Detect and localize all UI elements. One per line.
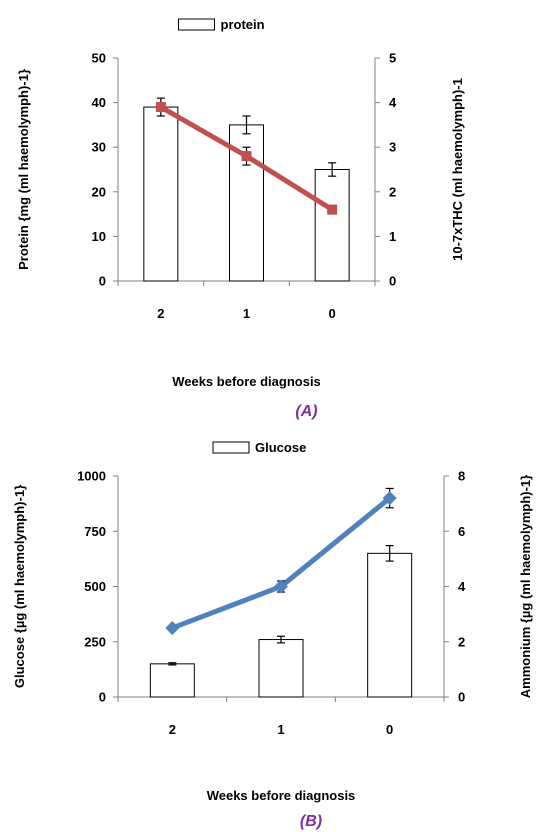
y-right-tick-label: 5 — [389, 51, 396, 66]
panel-label: (A) — [295, 403, 317, 420]
y-axis-label: Protein {mg (ml haemolymph)-1} — [16, 69, 31, 270]
panel-label: (B) — [300, 813, 322, 830]
y-tick-label: 20 — [92, 184, 106, 199]
y-right-tick-label: 2 — [389, 184, 396, 199]
y-tick-label: 1000 — [77, 469, 106, 484]
y-tick-label: 500 — [84, 579, 106, 594]
line-marker — [382, 491, 397, 506]
x-tick-label: 0 — [329, 306, 336, 321]
y-tick-label: 30 — [92, 140, 106, 155]
y-tick-label: 750 — [84, 524, 106, 539]
y-axis-right-label: 10-7xTHC (ml haemolymph)-1 — [450, 78, 465, 261]
y-right-tick-label: 1 — [389, 229, 396, 244]
x-tick-label: 1 — [243, 306, 250, 321]
y-right-tick-label: 0 — [389, 274, 396, 289]
y-axis-right-label: Ammonium {µg (ml haemolymph)-1} — [518, 475, 533, 698]
bar — [258, 639, 304, 698]
line-marker — [274, 579, 288, 594]
chart-panel-b: 0 250 500 750 1000 0 2 4 6 8 2 1 0 Glucose Glucose {µg… — [12, 440, 533, 830]
y-right-tick-label: 2 — [458, 634, 465, 649]
y-tick-label: 40 — [92, 95, 106, 110]
line-marker — [155, 102, 166, 113]
bar — [314, 169, 350, 282]
legend-swatch — [212, 441, 250, 454]
x-axis-label: Weeks before diagnosis — [207, 788, 356, 803]
y-tick-label: 0 — [99, 690, 106, 705]
y-right-tick-label: 4 — [458, 579, 466, 594]
y-right-tick-label: 4 — [389, 95, 397, 110]
bar — [367, 552, 413, 698]
y-axis-label: Glucose {µg (ml haemolymph)-1} — [12, 485, 27, 688]
x-tick-label: 2 — [169, 722, 176, 737]
y-tick-label: 250 — [84, 634, 106, 649]
y-tick-label: 10 — [92, 229, 106, 244]
line-marker — [241, 151, 252, 162]
line-marker — [165, 620, 180, 635]
y-right-tick-label: 0 — [458, 690, 465, 705]
legend-label: protein — [221, 17, 265, 32]
y-tick-label: 0 — [99, 274, 106, 289]
y-right-tick-label: 8 — [458, 469, 465, 484]
x-tick-label: 2 — [157, 306, 164, 321]
x-axis-label: Weeks before diagnosis — [172, 374, 321, 389]
x-tick-label: 1 — [277, 722, 284, 737]
y-right-tick-label: 3 — [389, 140, 396, 155]
bar — [149, 663, 195, 698]
legend-swatch — [178, 18, 215, 31]
y-tick-label: 50 — [92, 51, 106, 66]
bar — [143, 106, 179, 282]
line-series — [171, 496, 392, 631]
legend-label: Glucose — [255, 440, 306, 455]
y-right-tick-label: 6 — [458, 524, 465, 539]
line-marker — [327, 204, 338, 215]
x-tick-label: 0 — [386, 722, 393, 737]
